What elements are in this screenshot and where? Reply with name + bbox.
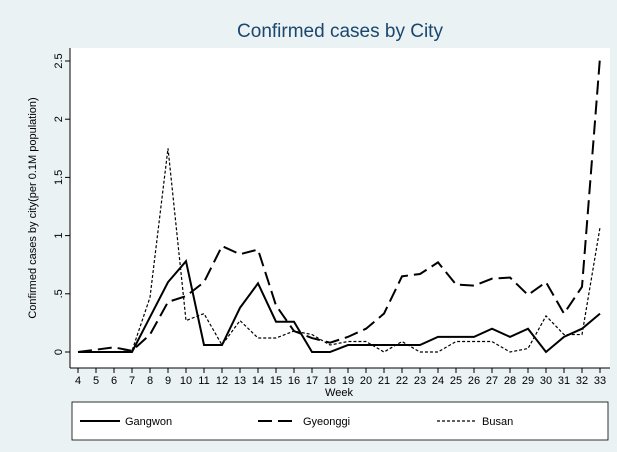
- x-tick-label: 29: [522, 375, 534, 387]
- x-tick-label: 31: [558, 375, 570, 387]
- x-tick-label: 11: [198, 375, 209, 387]
- x-tick-label: 8: [147, 375, 153, 387]
- plot-area: [70, 48, 610, 368]
- series-line: [77, 57, 601, 353]
- x-tick-label: 22: [396, 375, 408, 387]
- x-tick-label: 18: [324, 375, 336, 387]
- x-tick-label: 20: [360, 375, 372, 387]
- y-tick-label: 2.5: [53, 53, 65, 68]
- y-tick-label: .5: [53, 289, 65, 298]
- y-tick-label: 1.5: [53, 170, 65, 185]
- x-tick-label: 26: [468, 375, 480, 387]
- x-tick-label: 5: [93, 375, 99, 387]
- x-tick-label: 17: [306, 375, 318, 387]
- legend-label: Gangwon: [125, 416, 172, 428]
- x-tick-label: 30: [540, 375, 552, 387]
- x-tick-label: 15: [270, 375, 282, 387]
- x-tick-label: 6: [111, 375, 117, 387]
- x-tick-label: 12: [216, 375, 228, 387]
- y-tick-label: 1: [53, 233, 65, 239]
- x-tick-label: 4: [75, 375, 81, 387]
- x-tick-label: 19: [342, 375, 354, 387]
- x-tick-label: 23: [414, 375, 426, 387]
- x-axis-label: Week: [325, 387, 353, 399]
- y-axis-label: Confirmed cases by city(per 0.1M populat…: [27, 97, 39, 318]
- x-tick-label: 25: [450, 375, 462, 387]
- legend-label: Busan: [482, 416, 513, 428]
- series-line: [78, 259, 601, 354]
- x-tick-label: 32: [576, 375, 588, 387]
- x-tick-label: 27: [486, 375, 498, 387]
- x-tick-label: 28: [504, 375, 516, 387]
- y-tick-label: 2: [53, 116, 65, 122]
- x-tick-label: 21: [378, 375, 390, 387]
- series-line: [78, 148, 601, 353]
- legend: [71, 401, 609, 441]
- legend-label: Gyeonggi: [303, 416, 350, 428]
- x-tick-label: 10: [180, 375, 192, 387]
- x-tick-label: 33: [594, 375, 606, 387]
- x-tick-label: 7: [129, 375, 135, 387]
- x-tick-label: 24: [432, 375, 444, 387]
- x-tick-label: 9: [165, 375, 171, 387]
- y-tick-label: 0: [53, 349, 65, 355]
- chart-title: Confirmed cases by City: [237, 21, 443, 42]
- x-tick-label: 16: [288, 375, 300, 387]
- x-tick-label: 14: [252, 375, 264, 387]
- x-tick-label: 13: [234, 375, 246, 387]
